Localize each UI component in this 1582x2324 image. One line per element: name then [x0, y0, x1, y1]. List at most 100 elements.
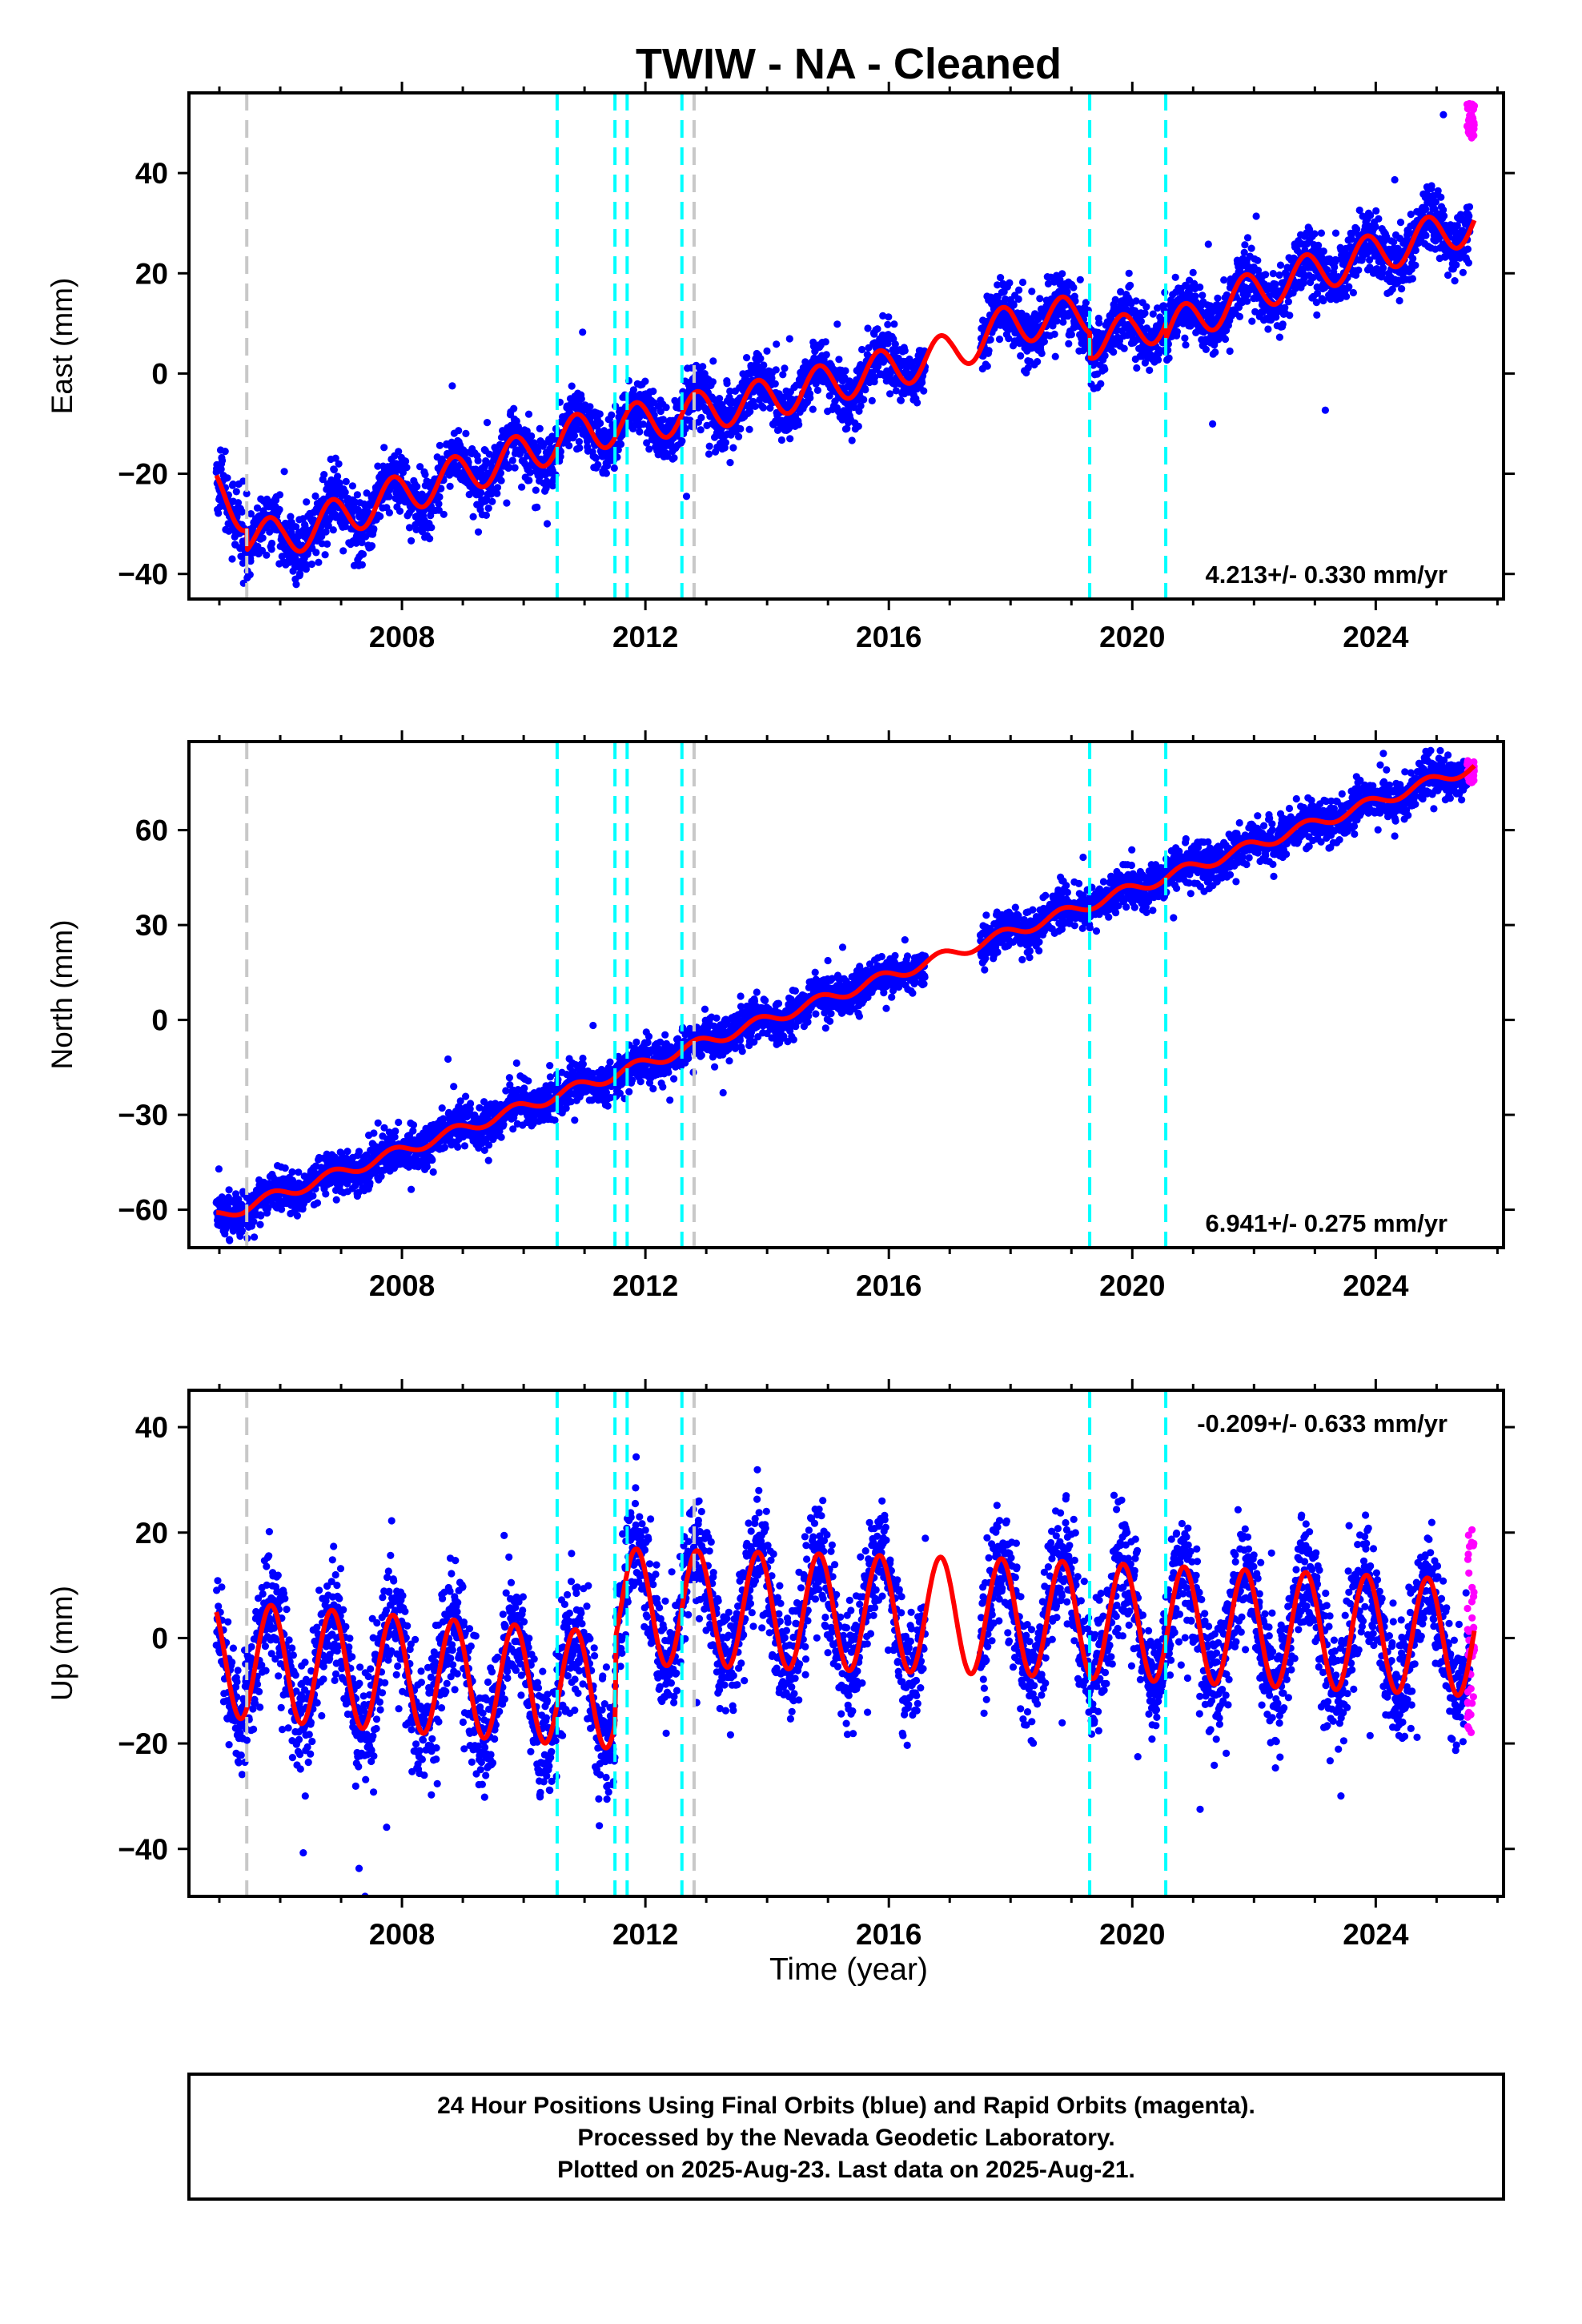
x-tick-label: 2012	[612, 621, 678, 653]
data-point	[1149, 310, 1157, 318]
data-point	[524, 410, 533, 418]
data-point	[1211, 348, 1219, 356]
data-point	[1459, 268, 1467, 276]
data-point	[1014, 295, 1022, 304]
data-point	[1181, 334, 1189, 342]
data-point	[1269, 270, 1277, 278]
data-point	[322, 528, 330, 536]
data-point	[313, 1199, 322, 1207]
data-point	[548, 482, 557, 490]
data-point	[751, 402, 759, 410]
data-point	[1076, 275, 1084, 283]
data-point	[247, 557, 255, 565]
data-point	[281, 1164, 289, 1172]
data-point	[503, 499, 511, 507]
data-point	[779, 371, 787, 379]
data-point	[455, 427, 463, 435]
data-point	[334, 472, 342, 480]
data-point	[331, 454, 339, 462]
data-point	[890, 320, 898, 328]
final-orbit-points	[212, 111, 1474, 617]
rapid-data-point	[1464, 128, 1472, 136]
data-point	[370, 1129, 378, 1137]
data-point	[275, 491, 284, 499]
data-point	[576, 444, 584, 452]
data-point	[250, 1217, 258, 1226]
data-point	[1132, 297, 1140, 305]
data-point	[860, 396, 868, 404]
data-point	[385, 509, 393, 517]
data-point	[1133, 364, 1141, 372]
data-point	[556, 448, 565, 456]
data-point	[256, 1220, 264, 1228]
data-point	[1070, 283, 1078, 292]
y-axis-label: East (mm)	[46, 278, 78, 415]
data-point	[437, 485, 445, 493]
data-point	[535, 609, 542, 617]
data-point	[773, 340, 781, 348]
data-point	[251, 1233, 259, 1241]
data-point	[1411, 247, 1419, 255]
data-point	[1411, 261, 1419, 269]
data-point	[1067, 331, 1075, 339]
data-point	[645, 445, 653, 453]
data-point	[594, 460, 602, 469]
data-point	[1247, 244, 1255, 252]
data-point	[543, 520, 552, 528]
data-point	[1204, 240, 1212, 248]
data-point	[1050, 330, 1058, 338]
data-point	[1444, 271, 1452, 279]
data-point	[287, 529, 295, 537]
data-point	[275, 505, 283, 514]
data-point	[985, 347, 993, 355]
data-point	[1015, 286, 1023, 294]
data-point	[735, 432, 743, 440]
data-point	[534, 447, 542, 455]
data-point	[496, 469, 505, 477]
data-point	[353, 491, 361, 499]
data-point	[268, 539, 276, 548]
data-point	[821, 338, 829, 346]
data-point	[886, 390, 894, 398]
data-point	[1422, 231, 1430, 239]
data-point	[1095, 319, 1103, 327]
data-point	[292, 581, 300, 589]
data-point	[403, 464, 411, 472]
data-point	[477, 489, 485, 497]
data-point	[1409, 255, 1417, 263]
data-point	[435, 506, 443, 514]
y-tick-label: −40	[118, 558, 168, 591]
data-point	[402, 457, 410, 465]
data-point	[781, 364, 789, 372]
data-point	[1214, 294, 1222, 302]
data-point	[1311, 230, 1319, 238]
data-point	[1202, 345, 1210, 353]
data-point	[525, 476, 533, 485]
data-point	[662, 404, 670, 412]
data-point	[884, 320, 892, 328]
data-point	[1110, 348, 1118, 356]
data-point	[721, 439, 730, 447]
data-point	[602, 469, 611, 477]
data-point	[1018, 278, 1027, 287]
data-point	[228, 555, 236, 563]
data-point	[1171, 273, 1179, 281]
data-point	[864, 324, 872, 332]
data-point	[699, 363, 707, 371]
data-point	[493, 484, 502, 492]
data-point	[512, 417, 520, 425]
data-point	[1349, 288, 1357, 297]
plot-frame	[187, 91, 1505, 601]
data-point	[616, 440, 625, 448]
data-point	[1051, 352, 1059, 360]
data-point	[729, 444, 737, 452]
data-point	[536, 424, 544, 432]
data-point	[873, 325, 881, 333]
data-point	[641, 377, 649, 385]
data-point	[474, 528, 483, 536]
data-point	[1101, 352, 1109, 360]
final-orbit-points	[212, 746, 1474, 1244]
data-point	[670, 454, 678, 462]
data-point	[659, 416, 668, 424]
